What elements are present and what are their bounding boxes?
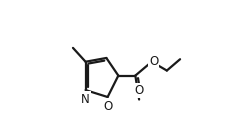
Text: O: O [149, 55, 158, 68]
Text: O: O [134, 84, 144, 97]
Text: N: N [81, 93, 90, 106]
Text: O: O [103, 100, 112, 113]
